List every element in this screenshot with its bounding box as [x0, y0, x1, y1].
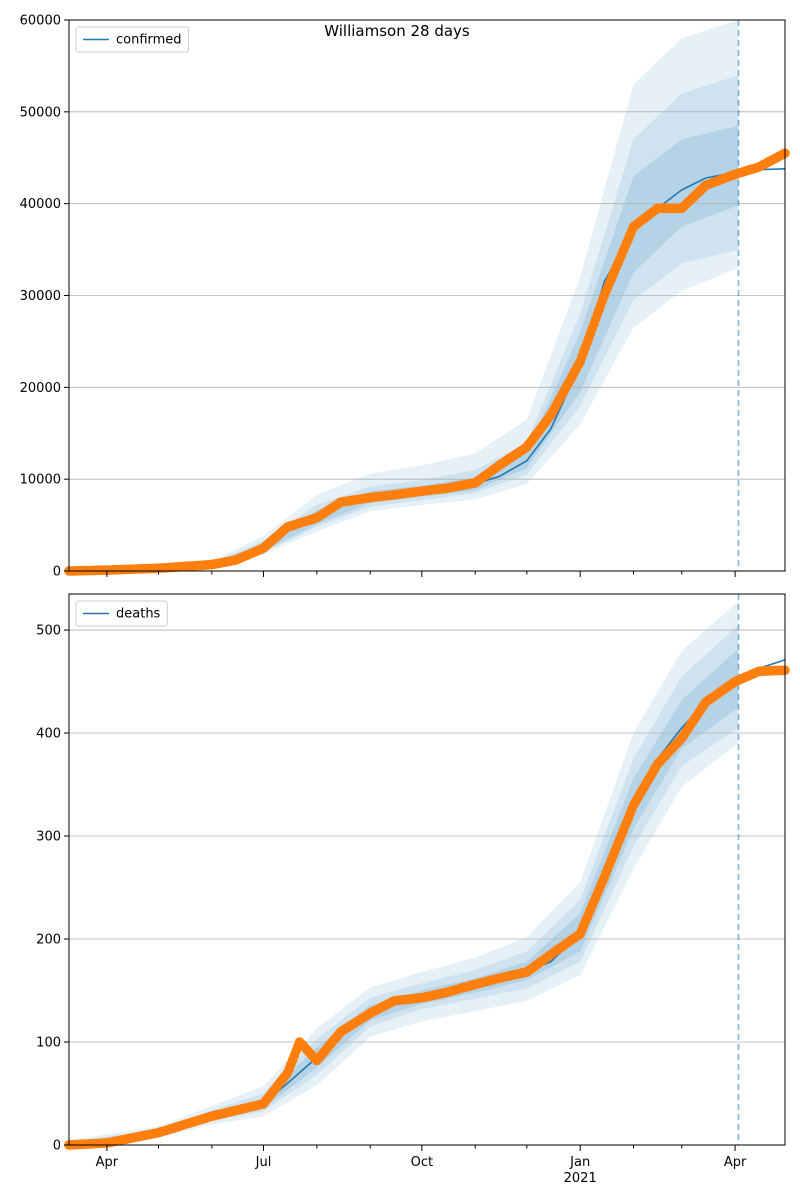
x-tick-label: Jul	[255, 1155, 272, 1170]
y-tick-label: 0	[53, 1139, 61, 1154]
chart-title: Williamson 28 days	[324, 22, 470, 40]
uncertainty-band	[69, 125, 739, 571]
y-tick-label: 300	[36, 830, 61, 845]
y-tick-label: 100	[36, 1036, 61, 1051]
y-tick-label: 10000	[20, 473, 61, 488]
legend-entry-deaths: deaths	[116, 607, 161, 622]
y-tick-label: 60000	[20, 14, 61, 29]
y-tick-label: 40000	[20, 197, 61, 212]
y-tick-label: 400	[36, 727, 61, 742]
y-tick-label: 0	[53, 565, 61, 580]
uncertainty-band	[69, 20, 739, 571]
uncertainty-band	[69, 648, 739, 1144]
y-tick-label: 30000	[20, 289, 61, 304]
deaths-legend: deaths	[75, 600, 168, 627]
confirmed-x-ticks	[106, 571, 736, 577]
x-tick-label: Oct	[411, 1155, 433, 1170]
y-tick-label: 50000	[20, 105, 61, 120]
y-tick-label: 20000	[20, 381, 61, 396]
axes-frame	[68, 593, 786, 1146]
confirmed-legend: confirmed	[75, 26, 190, 53]
uncertainty-band	[69, 624, 739, 1145]
deaths-observed-points	[64, 665, 790, 1150]
deaths-axes	[68, 593, 786, 1146]
uncertainty-band	[69, 75, 739, 571]
deaths-uncertainty-bands	[69, 601, 739, 1145]
x-tick-sublabel: 2021	[564, 1171, 597, 1186]
x-tick-label: Apr	[96, 1155, 119, 1170]
legend-box	[75, 26, 190, 53]
x-tick-label: Apr	[724, 1155, 747, 1170]
deaths-gridlines	[69, 629, 785, 1043]
y-tick-label: 200	[36, 933, 61, 948]
confirmed-observed-points	[64, 148, 790, 576]
legend-box	[75, 600, 168, 627]
confirmed-chart: 0 10000 20000 30000 40000 50000 60000 confirme…	[20, 14, 790, 580]
y-tick-label: 500	[36, 624, 61, 639]
x-tick-label: Jan	[569, 1155, 590, 1170]
confirmed-y-ticks: 0 10000 20000 30000 40000 50000 60000	[20, 14, 69, 580]
deaths-y-ticks: 0 100 200 300 400 500	[36, 624, 69, 1154]
uncertainty-band	[69, 601, 739, 1145]
legend-entry-confirmed: confirmed	[116, 33, 182, 48]
confirmed-uncertainty-bands	[69, 20, 739, 571]
